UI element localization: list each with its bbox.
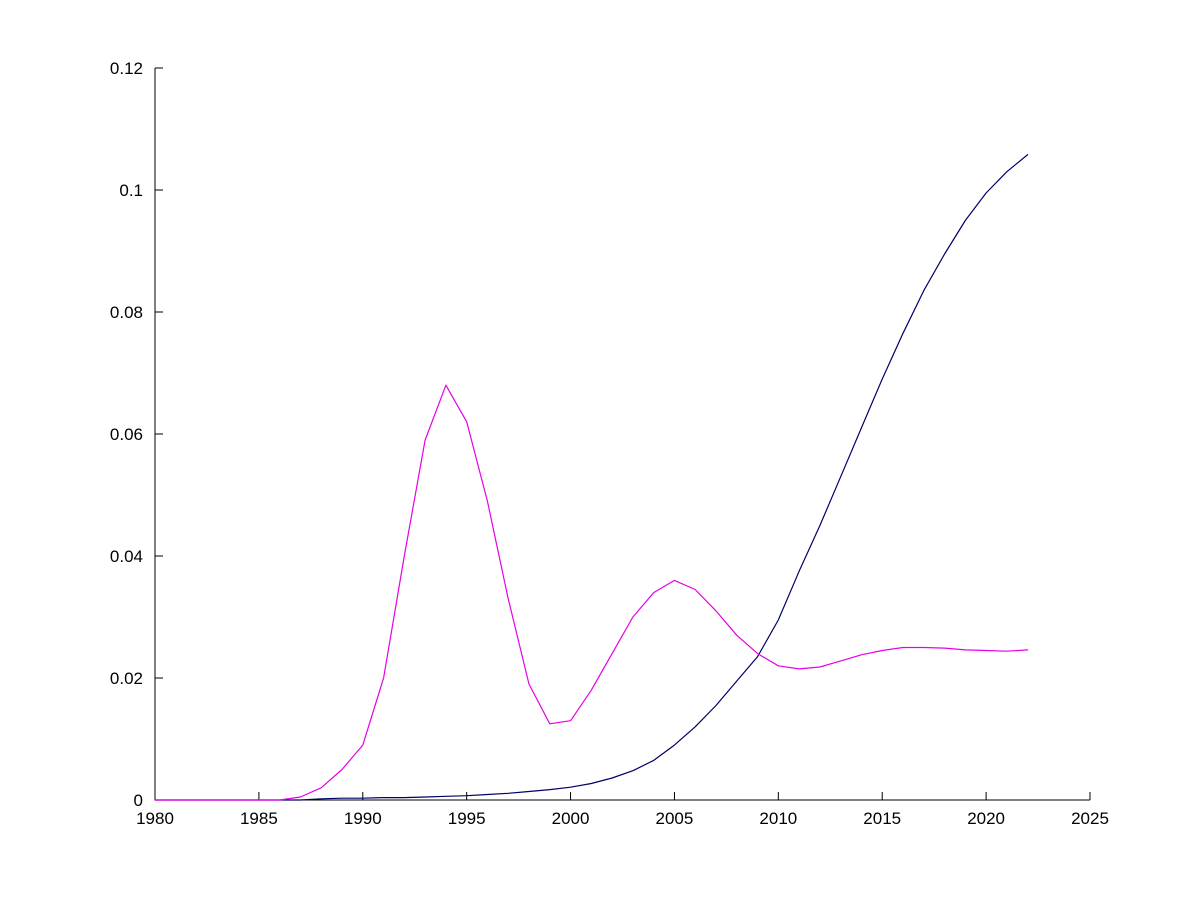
- series-line-dark-blue: [154, 154, 1029, 801]
- x-tick-label: 1980: [136, 809, 174, 828]
- x-tick-label: 2005: [656, 809, 694, 828]
- y-tick-label: 0: [134, 791, 143, 810]
- x-tick-label: 2015: [863, 809, 901, 828]
- x-tick-label: 2000: [552, 809, 590, 828]
- y-tick-label: 0.06: [110, 425, 143, 444]
- x-tick-label: 2010: [759, 809, 797, 828]
- y-tick-label: 0.02: [110, 669, 143, 688]
- x-tick-label: 1995: [448, 809, 486, 828]
- x-tick-label: 2025: [1071, 809, 1109, 828]
- series-line-magenta: [154, 384, 1029, 801]
- y-tick-label: 0.04: [110, 547, 143, 566]
- x-tick-label: 2020: [967, 809, 1005, 828]
- y-tick-label: 0.12: [110, 59, 143, 78]
- y-tick-label: 0.08: [110, 303, 143, 322]
- y-tick-label: 0.1: [119, 181, 143, 200]
- x-tick-label: 1990: [344, 809, 382, 828]
- x-tick-label: 1985: [240, 809, 278, 828]
